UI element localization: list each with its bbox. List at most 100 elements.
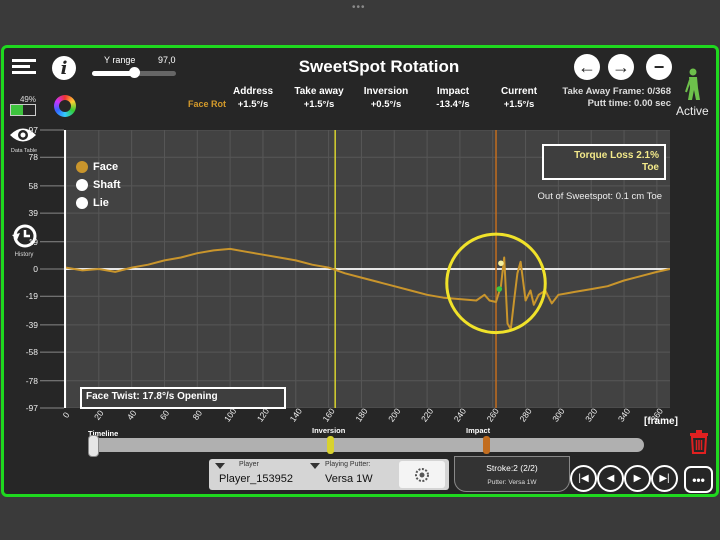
- timeline-label: Timeline: [88, 429, 119, 438]
- timeline-impact-marker[interactable]: [482, 436, 490, 454]
- step-forward-icon[interactable]: ▶: [624, 465, 651, 492]
- timeline-track[interactable]: [88, 435, 644, 457]
- x-tick-label: 340: [616, 406, 632, 424]
- metric-current-label: Current: [500, 86, 538, 97]
- x-tick-label: 220: [419, 406, 435, 424]
- trash-icon[interactable]: [689, 430, 709, 454]
- x-tick-label: 280: [517, 406, 533, 424]
- x-tick-label: 0: [61, 410, 72, 420]
- skip-forward-icon[interactable]: ▶|: [651, 465, 678, 492]
- stroke-label: Stroke:2 (2/2): [486, 463, 538, 473]
- chart-legend: Face Shaft Lie: [76, 158, 121, 212]
- player-label: Player: [239, 461, 259, 468]
- y-tick-label: -19: [26, 291, 39, 301]
- app-frame: i 49% Data Table History Y range 97,0 Sw…: [1, 45, 719, 497]
- sweetspot-highlight-circle: [445, 232, 547, 335]
- putter-settings-icon[interactable]: [399, 461, 445, 488]
- player-dropdown-icon[interactable]: [215, 463, 225, 469]
- golfer-icon[interactable]: [684, 68, 704, 102]
- legend-shaft-dot: [76, 179, 88, 191]
- battery-percent: 49%: [19, 95, 36, 104]
- timeline-impact-label: Impact: [466, 426, 491, 435]
- legend-lie[interactable]: Lie: [76, 194, 121, 212]
- putter-dropdown-icon[interactable]: [310, 463, 320, 469]
- y-tick-label: 19: [29, 237, 39, 247]
- timeline-inversion-marker[interactable]: [327, 436, 335, 454]
- y-range-value: 97,0: [158, 55, 176, 65]
- data-table-label[interactable]: Data Table: [10, 148, 38, 154]
- metric-current-value: +1.5°/s: [503, 99, 535, 110]
- arrow-right-icon[interactable]: →: [608, 54, 634, 80]
- x-tick-label: 160: [320, 406, 336, 424]
- metric-takeaway-label: Take away: [294, 86, 344, 97]
- x-tick-label: 260: [485, 406, 501, 424]
- history-label[interactable]: History: [14, 252, 34, 258]
- player-value[interactable]: Player_153952: [219, 473, 294, 485]
- data-point: [496, 286, 503, 292]
- metric-address-value: +1.5°/s: [237, 99, 269, 110]
- stroke-panel[interactable]: Stroke:2 (2/2) Putter: Versa 1W: [454, 456, 570, 492]
- putter-value[interactable]: Versa 1W: [325, 473, 373, 485]
- eye-icon[interactable]: [9, 126, 37, 144]
- x-tick-label: 40: [125, 408, 139, 422]
- x-tick-label: 240: [452, 406, 468, 424]
- status-active: Active: [676, 104, 709, 118]
- y-range-slider[interactable]: [92, 67, 176, 78]
- putt-time: Putt time: 0.00 sec: [587, 98, 671, 109]
- info-icon[interactable]: i: [52, 56, 76, 80]
- x-tick-label: 20: [92, 408, 106, 422]
- out-of-sweetspot: Out of Sweetspot: 0.1 cm Toe: [537, 191, 662, 202]
- face-twist-box: Face Twist: 17.8°/s Opening: [80, 387, 286, 409]
- y-tick-label: -58: [26, 347, 39, 357]
- y-tick-label: 58: [29, 181, 39, 191]
- minus-icon[interactable]: −: [646, 54, 672, 80]
- metric-address-label: Address: [232, 86, 273, 97]
- skip-back-icon[interactable]: |◀: [570, 465, 597, 492]
- y-range-knob[interactable]: [129, 67, 140, 78]
- data-point: [498, 260, 504, 267]
- metric-impact-label: Impact: [436, 86, 470, 97]
- x-tick-label: 300: [550, 406, 566, 424]
- x-tick-labels: 0 20 40 60 80 100 120 140 160 180 200 220 240 260 280 3…: [61, 406, 666, 424]
- legend-shaft[interactable]: Shaft: [76, 176, 121, 194]
- y-tick-label: 39: [29, 208, 39, 218]
- y-tick-label: 78: [29, 152, 39, 162]
- metric-impact-value: -13.4°/s: [436, 99, 470, 110]
- y-tick-label: -97: [26, 403, 39, 413]
- x-tick-label: 200: [386, 406, 402, 424]
- timeline-handle[interactable]: [88, 435, 99, 457]
- putter-label: Playing Putter:: [325, 461, 371, 468]
- x-tick-label: 320: [583, 406, 599, 424]
- x-tick-label: 80: [190, 408, 204, 422]
- y-tick-label: 97: [29, 125, 39, 135]
- take-away-frame: Take Away Frame: 0/368: [562, 86, 671, 97]
- y-axis: [64, 130, 66, 408]
- x-tick-label: 60: [158, 408, 172, 422]
- metric-takeaway-value: +1.5°/s: [303, 99, 335, 110]
- page-title: SweetSpot Rotation: [298, 57, 460, 76]
- color-wheel-icon[interactable]: [54, 95, 76, 117]
- history-icon[interactable]: [11, 223, 37, 249]
- more-icon[interactable]: •••: [684, 466, 713, 493]
- metric-inversion-value: +0.5°/s: [370, 99, 402, 110]
- stroke-putter: Putter: Versa 1W: [487, 479, 537, 486]
- menu-icon[interactable]: [12, 56, 36, 78]
- y-tick-label: -39: [26, 320, 39, 330]
- x-tick-label: 180: [353, 406, 369, 424]
- face-rot-label: Face Rot: [188, 99, 227, 109]
- torque-loss-box: Torque Loss 2.1% Toe: [542, 144, 666, 180]
- y-tick-label: -78: [26, 376, 39, 386]
- step-back-icon[interactable]: ◀: [597, 465, 624, 492]
- legend-face[interactable]: Face: [76, 158, 121, 176]
- y-range-label: Y range: [104, 55, 136, 65]
- x-tick-label: 140: [288, 406, 304, 424]
- series-line-face: [65, 247, 671, 331]
- battery-icon: [10, 104, 36, 116]
- x-axis-label: [frame]: [644, 416, 678, 427]
- arrow-left-icon[interactable]: ←: [574, 54, 600, 80]
- window-grabber[interactable]: •••: [352, 2, 366, 13]
- y-tick-label: 0: [33, 264, 38, 274]
- legend-face-dot: [76, 161, 88, 173]
- y-tick-labels: 97 78 58 39 19 0 -19 -39 -58 -78 -97: [26, 125, 64, 413]
- metric-inversion-label: Inversion: [363, 86, 409, 97]
